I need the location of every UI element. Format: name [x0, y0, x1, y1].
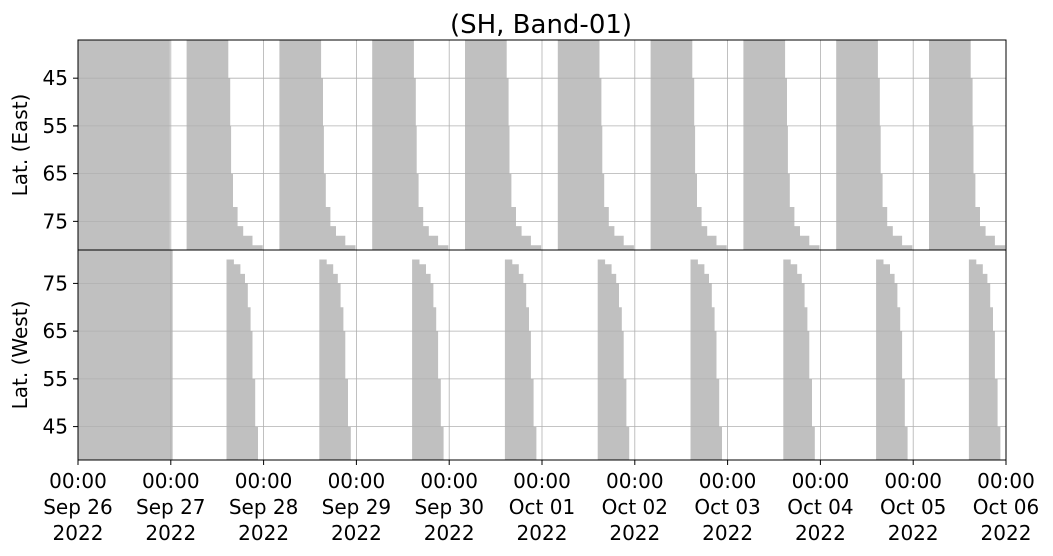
x-tick-date: Oct 05: [880, 495, 946, 519]
coverage-swath-west: [968, 259, 1004, 460]
x-tick-year: 2022: [517, 521, 568, 545]
coverage-swath-east: [929, 40, 1006, 250]
coverage-swath-west: [412, 259, 447, 460]
x-tick-date: Sep 26: [43, 495, 113, 519]
chart-title: (SH, Band-01): [450, 10, 632, 40]
x-tick-date: Sep 28: [229, 495, 299, 519]
x-tick-time: 00:00: [513, 469, 571, 493]
coverage-block-east: [78, 40, 170, 250]
y-tick-label: 75: [43, 271, 68, 295]
y-tick-label: 45: [43, 415, 68, 439]
coverage-swath-west: [319, 259, 354, 460]
x-tick-year: 2022: [981, 521, 1032, 545]
x-tick-time: 00:00: [142, 469, 200, 493]
x-tick-time: 00:00: [884, 469, 942, 493]
coverage-swath-east: [186, 40, 263, 250]
x-tick-time: 00:00: [235, 469, 293, 493]
coverage-swath-west: [876, 259, 911, 460]
coverage-swath-west: [504, 259, 540, 460]
y-tick-label: 65: [43, 319, 68, 343]
x-tick-date: Oct 04: [787, 495, 853, 519]
coverage-swath-west: [226, 259, 261, 460]
coverage-swath-east: [650, 40, 727, 250]
panel-west: 75 65 55 45: [43, 249, 1007, 461]
y-tick-label: 75: [43, 209, 68, 233]
x-tick-year: 2022: [795, 521, 846, 545]
x-tick-date: Sep 29: [322, 495, 392, 519]
x-tick-date: Oct 06: [973, 495, 1039, 519]
coverage-block-west: [78, 250, 173, 460]
x-tick-time: 00:00: [49, 469, 107, 493]
x-tick-time: 00:00: [699, 469, 757, 493]
coverage-swath-east: [465, 40, 542, 250]
x-tick-year: 2022: [145, 521, 196, 545]
coverage-swath-west: [783, 259, 818, 460]
x-tick-year: 2022: [702, 521, 753, 545]
x-tick-date: Oct 03: [694, 495, 760, 519]
y-tick-label: 65: [43, 162, 68, 186]
y-tick-label: 55: [43, 114, 68, 138]
x-tick-time: 00:00: [328, 469, 386, 493]
coverage-swath-west: [690, 259, 725, 460]
y-axis-labels: Lat. (East) Lat. (West): [8, 94, 32, 410]
x-tick-time: 00:00: [792, 469, 850, 493]
x-tick-date: Sep 30: [414, 495, 484, 519]
coverage-swath-west: [597, 259, 632, 460]
x-tick-year: 2022: [53, 521, 104, 545]
x-tick-time: 00:00: [420, 469, 478, 493]
x-tick-time: 00:00: [977, 469, 1035, 493]
y-axis-label-west: Lat. (West): [8, 301, 32, 410]
coverage-swath-east: [372, 40, 449, 250]
x-tick-year: 2022: [238, 521, 289, 545]
panel-east: 45 55 65 75: [43, 39, 1007, 251]
y-tick-label: 45: [43, 66, 68, 90]
x-tick-date: Sep 27: [136, 495, 206, 519]
x-tick-year: 2022: [424, 521, 475, 545]
coverage-swath-east: [279, 40, 356, 250]
coverage-swath-east: [557, 40, 634, 250]
y-tick-label: 55: [43, 367, 68, 391]
x-tick-year: 2022: [331, 521, 382, 545]
coverage-swath-east: [836, 40, 913, 250]
x-tick-year: 2022: [888, 521, 939, 545]
x-tick-year: 2022: [609, 521, 660, 545]
x-tick-date: Oct 01: [509, 495, 575, 519]
coverage-swath-east: [743, 40, 820, 250]
x-tick-time: 00:00: [606, 469, 664, 493]
y-axis-label-east: Lat. (East): [8, 94, 32, 197]
x-tick-date: Oct 02: [602, 495, 668, 519]
